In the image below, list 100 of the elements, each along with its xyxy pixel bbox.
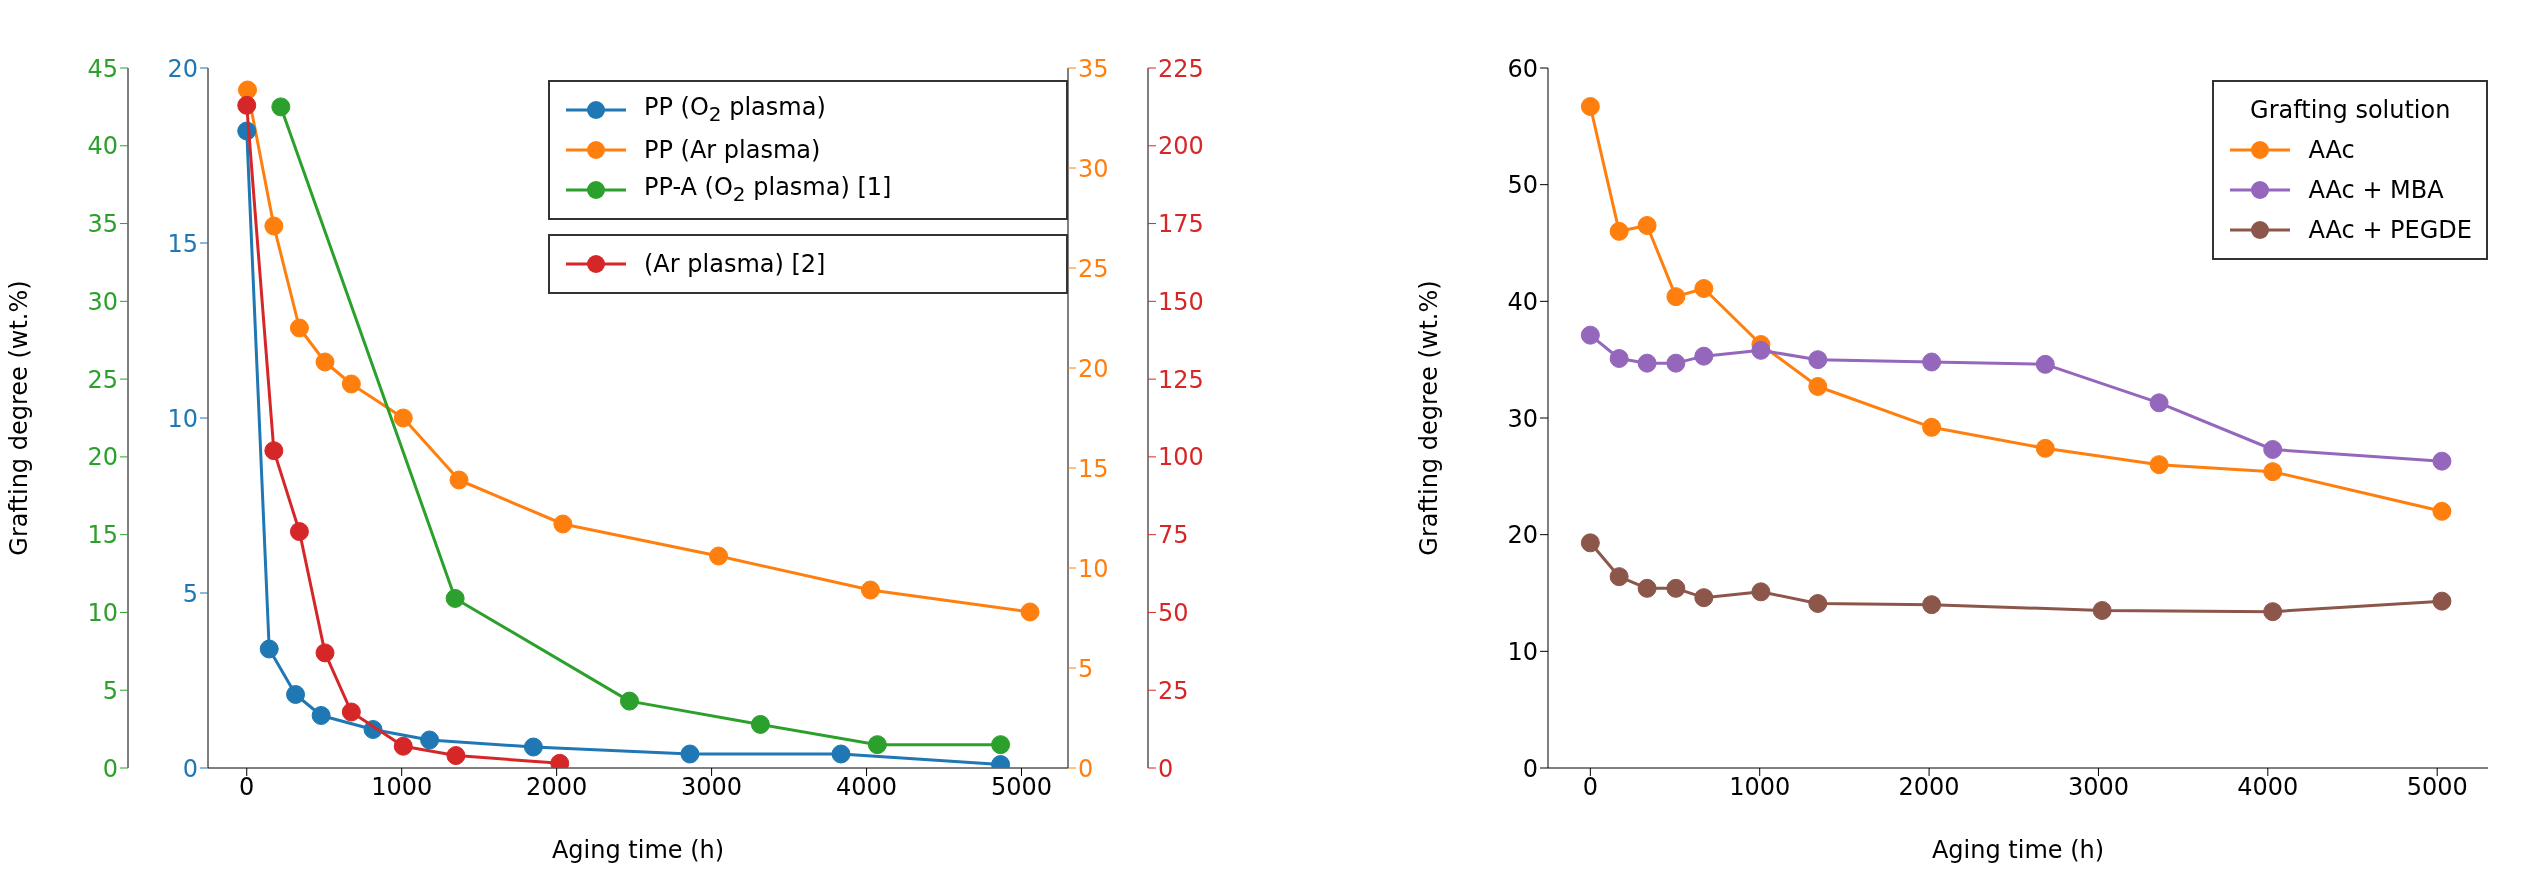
y-tick-label: 15 [167,229,198,258]
point [2035,354,2055,374]
point [237,95,257,115]
point [523,737,543,757]
point [2432,451,2452,471]
y3-tick-label: 10 [87,598,118,627]
y2-tick-label: 25 [1078,254,1109,283]
point [831,744,851,764]
x-tick-label: 1000 [1729,773,1791,802]
point [1922,417,1942,437]
point [1694,588,1714,608]
point [445,588,465,608]
y3-tick-label: 45 [87,54,118,83]
x-tick-label: 4000 [2237,773,2299,802]
point [991,735,1011,755]
point [446,746,466,766]
point [2263,440,2283,459]
x-tick-label: 3000 [2067,773,2129,802]
point [1580,325,1600,345]
point [709,546,729,566]
point [271,97,291,117]
y-tick-label: 5 [182,579,198,608]
y3-tick-label: 0 [102,754,118,783]
point [289,522,309,542]
y-tick-label: 25 [1158,676,1189,705]
y3-tick-label: 5 [102,676,118,705]
point [1751,582,1771,602]
point [289,318,309,338]
y2-tick-label: 5 [1078,654,1094,683]
y-tick-label: 0 [1158,754,1174,783]
point [1580,533,1600,553]
legend-label: AAc [2308,135,2355,166]
legend-label: AAc + MBA [2308,175,2444,206]
point [1808,594,1828,613]
point [860,580,880,600]
x-tick-label: 2000 [1898,773,1960,802]
y2-tick-label: 0 [1078,754,1094,783]
y-axis-title: Grafting degree (wt.%) [1414,280,1443,556]
y-tick-label: 50 [1158,598,1189,627]
y-tick-label: 100 [1158,443,1204,472]
point [867,735,887,755]
point [1694,279,1714,298]
point [1637,578,1657,598]
point [619,691,639,711]
y-tick-label: 30 [1507,404,1538,433]
legend-label: PP (O$_{2}$ plasma) [644,91,826,128]
point [315,643,335,663]
y2-tick-label: 30 [1078,154,1109,183]
x-tick-label: 0 [1582,773,1598,802]
y3-tick-label: 30 [87,287,118,316]
point [1637,216,1657,235]
y3-tick-label: 25 [87,365,118,394]
y3-tick-label: 35 [87,210,118,239]
y-tick-label: 20 [167,54,198,83]
point [750,714,770,734]
point [449,470,469,490]
point [1751,340,1771,360]
point [2432,501,2452,521]
point [1922,595,1942,615]
legend-label: PP-A (O$_{2}$ plasma) [1] [644,171,892,208]
point [1666,353,1686,373]
y-tick-label: 200 [1158,132,1204,161]
legend-label: AAc + PEGDE [2308,215,2472,246]
x-axis-title: Aging time (h) [1931,836,2105,864]
point [341,702,361,722]
point [259,639,279,659]
y-tick-label: 10 [1507,637,1538,666]
point [1922,352,1942,372]
x-tick-label: 5000 [2406,773,2468,802]
point [1609,221,1629,241]
point [311,706,331,725]
x-tick-label: 5000 [990,773,1053,802]
point [553,514,573,534]
x-tick-label: 2000 [526,773,588,802]
point [264,216,284,236]
y-tick-label: 10 [167,404,198,433]
point [1666,287,1686,307]
point [2263,602,2283,622]
y-tick-label: 125 [1158,365,1204,394]
point [2263,462,2283,482]
point [2149,455,2169,475]
point [341,374,361,394]
point [2149,393,2169,413]
point [2432,591,2452,611]
point [420,730,440,750]
point [1808,350,1828,370]
point [1609,567,1629,587]
x-tick-label: 1000 [371,773,433,802]
point [264,441,284,461]
point [238,80,258,100]
point [1020,602,1040,622]
point [2092,601,2112,620]
point [1808,377,1828,396]
point [315,352,335,372]
x-tick-label: 4000 [836,773,898,802]
y-tick-label: 0 [1522,754,1538,783]
x-tick-label: 3000 [681,773,743,802]
y-tick-label: 75 [1158,521,1189,550]
point [680,744,700,764]
point [2035,438,2055,458]
